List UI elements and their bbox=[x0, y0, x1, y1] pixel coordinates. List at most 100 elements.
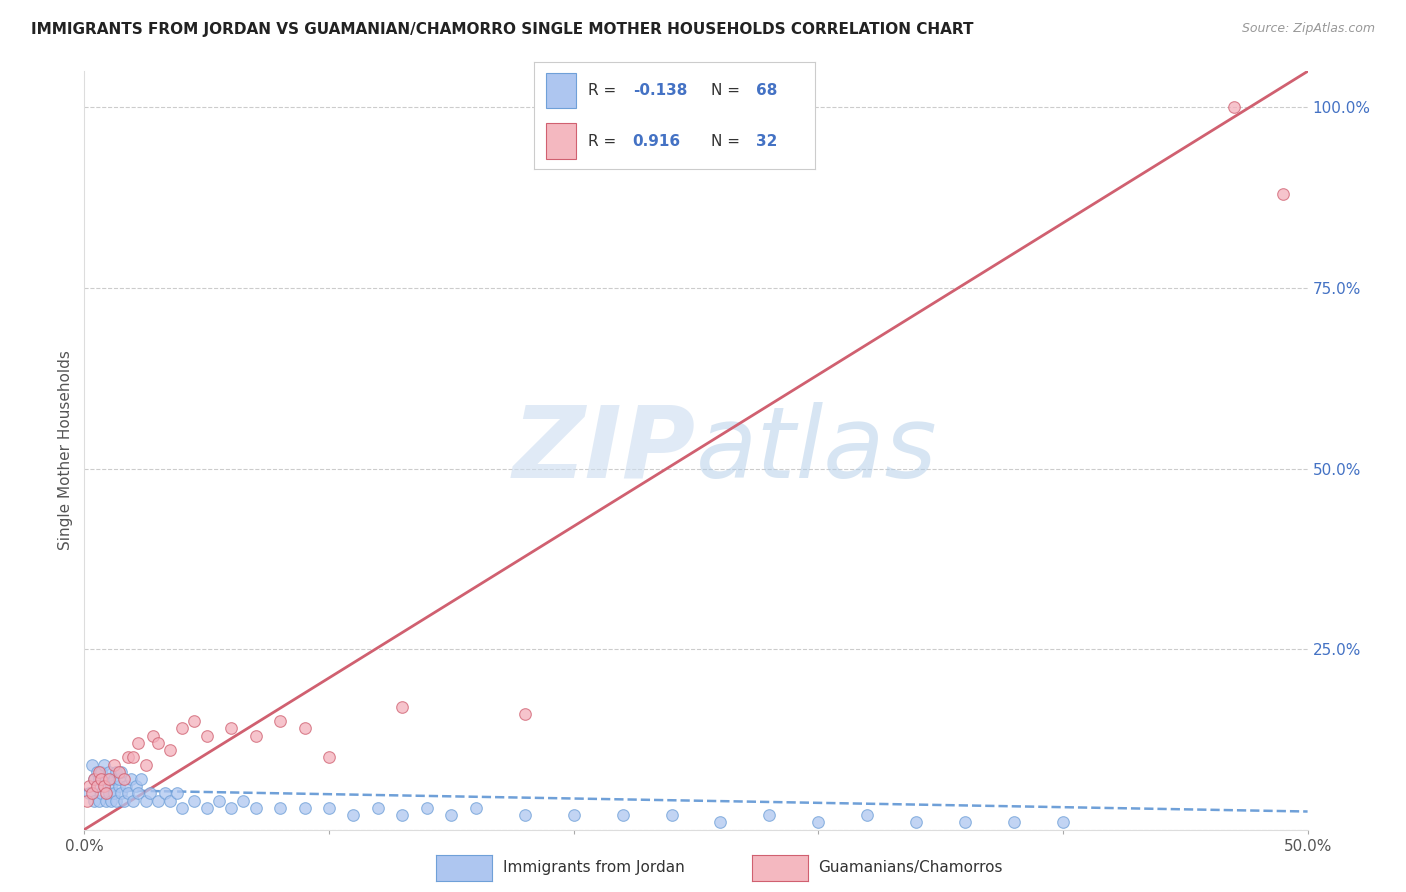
Point bbox=[100, 794, 122, 808]
Text: atlas: atlas bbox=[696, 402, 938, 499]
Point bbox=[100, 779, 122, 793]
Point bbox=[83, 772, 105, 786]
Point bbox=[83, 772, 105, 786]
Point bbox=[391, 699, 413, 714]
Point bbox=[93, 779, 115, 793]
Point bbox=[416, 801, 439, 815]
Point bbox=[166, 787, 188, 801]
Point bbox=[83, 794, 105, 808]
Point bbox=[159, 743, 181, 757]
Point bbox=[709, 815, 731, 830]
Point bbox=[127, 787, 149, 801]
Point bbox=[122, 750, 145, 764]
Point bbox=[661, 808, 683, 822]
Text: R =: R = bbox=[588, 83, 621, 98]
Point bbox=[103, 787, 125, 801]
Y-axis label: Single Mother Households: Single Mother Households bbox=[58, 351, 73, 550]
Point bbox=[90, 772, 112, 786]
Point bbox=[294, 722, 316, 736]
Point bbox=[96, 794, 118, 808]
Point bbox=[105, 764, 128, 779]
Point bbox=[232, 794, 254, 808]
Point bbox=[208, 794, 231, 808]
Point bbox=[115, 779, 138, 793]
Point bbox=[77, 779, 100, 793]
Point bbox=[513, 808, 536, 822]
Point bbox=[367, 801, 389, 815]
Text: N =: N = bbox=[711, 134, 745, 149]
Point bbox=[96, 787, 118, 801]
Point bbox=[183, 714, 205, 729]
Point bbox=[90, 787, 112, 801]
Point bbox=[93, 757, 115, 772]
Point bbox=[112, 794, 135, 808]
Text: R =: R = bbox=[588, 134, 621, 149]
Point bbox=[103, 757, 125, 772]
Point bbox=[172, 801, 194, 815]
Text: 68: 68 bbox=[756, 83, 778, 98]
Point bbox=[562, 808, 585, 822]
Point bbox=[86, 779, 108, 793]
Point bbox=[758, 808, 780, 822]
Point bbox=[80, 787, 103, 801]
Point bbox=[142, 729, 165, 743]
Point bbox=[110, 764, 132, 779]
Point bbox=[269, 801, 291, 815]
Point bbox=[318, 801, 340, 815]
Point bbox=[1002, 815, 1025, 830]
Text: IMMIGRANTS FROM JORDAN VS GUAMANIAN/CHAMORRO SINGLE MOTHER HOUSEHOLDS CORRELATIO: IMMIGRANTS FROM JORDAN VS GUAMANIAN/CHAM… bbox=[31, 22, 973, 37]
Point bbox=[122, 794, 145, 808]
Point bbox=[103, 772, 125, 786]
Point bbox=[953, 815, 976, 830]
Point bbox=[856, 808, 879, 822]
Point bbox=[342, 808, 364, 822]
Point bbox=[120, 772, 142, 786]
Text: ZIP: ZIP bbox=[513, 402, 696, 499]
Point bbox=[1272, 187, 1295, 202]
Point bbox=[117, 750, 139, 764]
Text: Guamanians/Chamorros: Guamanians/Chamorros bbox=[818, 861, 1002, 875]
Point bbox=[464, 801, 486, 815]
Point bbox=[135, 794, 157, 808]
Text: -0.138: -0.138 bbox=[633, 83, 688, 98]
Point bbox=[97, 772, 120, 786]
Point bbox=[153, 787, 176, 801]
Point bbox=[97, 787, 120, 801]
Point bbox=[86, 764, 108, 779]
Point bbox=[87, 764, 110, 779]
Point bbox=[146, 794, 169, 808]
Point bbox=[127, 736, 149, 750]
Point bbox=[80, 757, 103, 772]
Point bbox=[513, 706, 536, 721]
Point bbox=[183, 794, 205, 808]
Point bbox=[172, 722, 194, 736]
Point bbox=[159, 794, 181, 808]
Point bbox=[87, 772, 110, 786]
Point bbox=[107, 772, 129, 786]
Point bbox=[195, 729, 218, 743]
Text: N =: N = bbox=[711, 83, 745, 98]
Bar bbox=[546, 123, 576, 159]
Text: 0.916: 0.916 bbox=[633, 134, 681, 149]
Point bbox=[107, 764, 129, 779]
Point bbox=[391, 808, 413, 822]
Point bbox=[195, 801, 218, 815]
Point bbox=[807, 815, 830, 830]
Point bbox=[93, 779, 115, 793]
Point bbox=[440, 808, 463, 822]
Point bbox=[86, 779, 108, 793]
Text: 32: 32 bbox=[756, 134, 778, 149]
Point bbox=[117, 787, 139, 801]
Bar bbox=[546, 73, 576, 109]
Point bbox=[219, 722, 242, 736]
Point bbox=[245, 801, 267, 815]
Point bbox=[125, 779, 148, 793]
Point bbox=[87, 794, 110, 808]
Point bbox=[97, 764, 120, 779]
Text: Immigrants from Jordan: Immigrants from Jordan bbox=[503, 861, 685, 875]
Point bbox=[90, 764, 112, 779]
Point bbox=[139, 787, 162, 801]
Point bbox=[105, 794, 128, 808]
Point bbox=[96, 772, 118, 786]
Point bbox=[905, 815, 928, 830]
